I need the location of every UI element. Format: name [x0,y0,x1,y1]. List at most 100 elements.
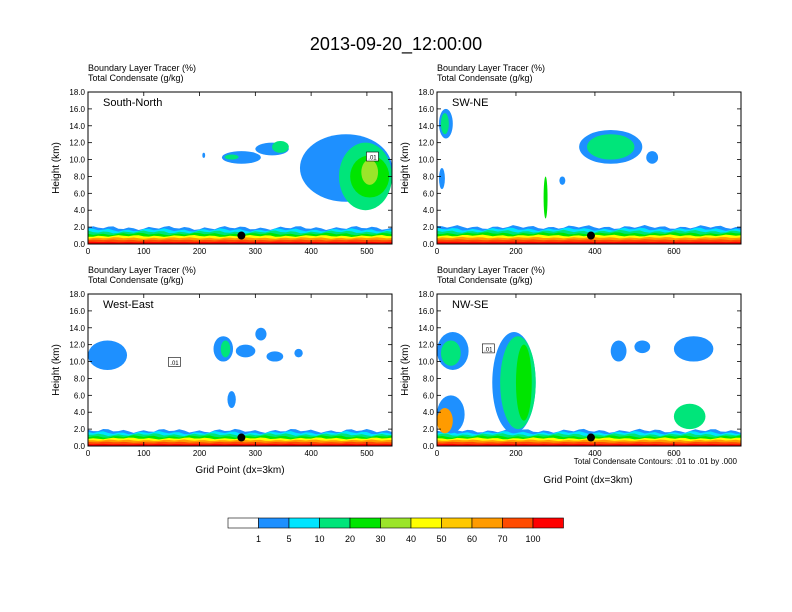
y-tick-label: 10.0 [418,156,434,165]
y-tick-label: 12.0 [418,341,434,350]
y-axis-label: Height (km) [51,344,62,396]
panel-header-condensate: Total Condensate (g/kg) [88,73,184,83]
tracer-region [673,336,714,362]
y-tick-label: 16.0 [69,105,85,114]
x-axis-label-left: Grid Point (dx=3km) [195,465,284,476]
location-marker [237,231,246,240]
tracer-region [543,176,548,219]
panel-header-tracer: Boundary Layer Tracer (%) [437,265,545,275]
x-tick-label: 100 [137,247,151,256]
panel-header-tracer: Boundary Layer Tracer (%) [88,63,196,73]
y-axis-label: Height (km) [400,344,411,396]
y-tick-label: 2.0 [74,223,86,232]
y-axis-label: Height (km) [400,142,411,194]
colorbar-swatch [258,517,290,529]
x-tick-label: 0 [435,449,440,458]
tracer-region [610,340,627,362]
plot-frame [87,91,393,245]
boundary-layer-band [437,241,741,244]
y-tick-label: 10.0 [69,156,85,165]
location-marker [586,433,595,442]
x-tick-label: 600 [667,449,681,458]
colorbar-label: 50 [436,534,446,544]
tracer-region [88,340,128,370]
y-tick-label: 4.0 [423,408,435,417]
y-tick-label: 12.0 [69,341,85,350]
tracer-region [515,344,532,421]
x-axis-label-right: Grid Point (dx=3km) [543,475,632,486]
plot-content: .01 [88,134,392,244]
figure-title: 2013-09-20_12:00:00 [310,34,482,55]
plot-frame [87,293,393,447]
colorbar-label: 5 [286,534,291,544]
contour-note: Total Condensate Contours: .01 to .01 by… [574,457,738,466]
contour-label: .01 [484,347,493,353]
x-tick-label: 0 [435,247,440,256]
panel-label: West-East [103,299,154,311]
x-tick-label: 400 [588,449,602,458]
colorbar-label: 60 [467,534,477,544]
y-axis-label: Height (km) [51,142,62,194]
y-tick-label: 4.0 [74,408,86,417]
colorbar-swatch [380,517,412,529]
contour-label-box [482,343,495,354]
tracer-region [227,391,236,408]
y-tick-label: 0.0 [74,442,86,451]
x-tick-label: 500 [360,247,374,256]
panel-header-condensate: Total Condensate (g/kg) [437,73,533,83]
x-tick-label: 500 [360,449,374,458]
tracer-region [266,351,284,362]
y-tick-label: 6.0 [423,189,435,198]
x-tick-label: 400 [588,247,602,256]
y-tick-label: 12.0 [418,139,434,148]
colorbar-swatch [410,517,442,529]
panel-sw-ne: Boundary Layer Tracer (%)Total Condensat… [400,63,742,256]
tracer-region [634,340,651,354]
y-tick-label: 18.0 [69,290,85,299]
y-tick-label: 2.0 [423,425,435,434]
x-tick-label: 200 [193,449,207,458]
x-tick-label: 0 [86,247,91,256]
location-marker [586,231,595,240]
tracer-region [220,340,231,358]
tracer-region [294,348,303,358]
tracer-region [559,176,566,185]
boundary-layer-band [88,443,392,446]
colorbar-swatch [319,517,351,529]
panel-header-condensate: Total Condensate (g/kg) [437,275,533,285]
plot-frame [436,91,742,245]
contour-label-box [366,151,379,162]
colorbar-label: 100 [525,534,540,544]
y-tick-label: 16.0 [69,307,85,316]
contour-label-box [168,357,181,367]
y-tick-label: 2.0 [423,223,435,232]
tracer-region [235,344,256,358]
y-tick-label: 0.0 [423,240,435,249]
y-tick-label: 6.0 [74,391,86,400]
colorbar-label: 70 [497,534,507,544]
y-tick-label: 14.0 [69,324,85,333]
colorbar: 1 5 10 20 30 40 50 60 70 100 [227,517,564,544]
colorbar-swatch [288,517,320,529]
plot-area [437,92,741,244]
plot-content: .01 [88,327,392,446]
plot-area [88,294,392,446]
colorbar-label: 1 [256,534,261,544]
x-tick-label: 0 [86,449,91,458]
y-tick-label: 16.0 [418,307,434,316]
y-tick-label: 8.0 [423,172,435,181]
x-tick-label: 200 [193,247,207,256]
panel-label: South-North [103,97,162,109]
plot-content: .01 [437,332,741,446]
tracer-region [361,159,379,185]
tracer-region [437,408,453,434]
tracer-region [221,151,261,164]
tracer-region [673,403,706,430]
x-tick-label: 300 [249,247,263,256]
x-tick-label: 200 [509,449,523,458]
y-tick-label: 6.0 [423,391,435,400]
panel-south-north: Boundary Layer Tracer (%)Total Condensat… [51,63,393,256]
y-tick-label: 0.0 [74,240,86,249]
tracer-region [587,134,635,160]
